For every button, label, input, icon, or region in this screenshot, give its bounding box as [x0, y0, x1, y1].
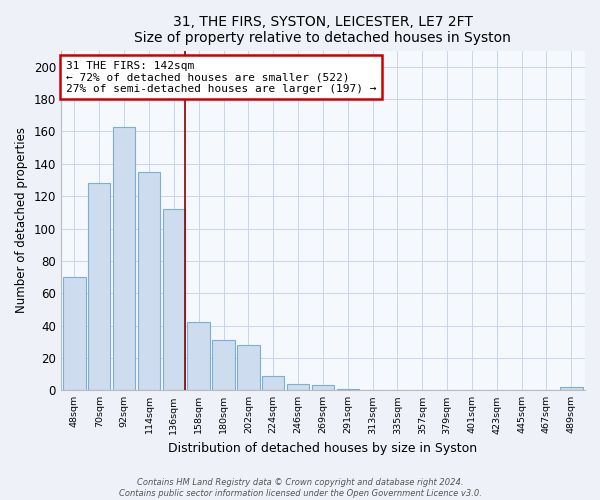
Bar [163, 209, 185, 390]
X-axis label: Distribution of detached houses by size in Syston: Distribution of detached houses by size … [169, 442, 478, 455]
Bar [312, 386, 334, 390]
Text: 31 THE FIRS: 142sqm
← 72% of detached houses are smaller (522)
27% of semi-detac: 31 THE FIRS: 142sqm ← 72% of detached ho… [66, 60, 377, 94]
Text: Contains HM Land Registry data © Crown copyright and database right 2024.
Contai: Contains HM Land Registry data © Crown c… [119, 478, 481, 498]
Bar [63, 277, 86, 390]
Bar [138, 172, 160, 390]
Bar [212, 340, 235, 390]
Bar [187, 322, 210, 390]
Bar [560, 387, 583, 390]
Bar [262, 376, 284, 390]
Y-axis label: Number of detached properties: Number of detached properties [15, 128, 28, 314]
Bar [337, 388, 359, 390]
Bar [237, 345, 260, 391]
Bar [287, 384, 309, 390]
Bar [113, 126, 136, 390]
Bar [88, 183, 110, 390]
Title: 31, THE FIRS, SYSTON, LEICESTER, LE7 2FT
Size of property relative to detached h: 31, THE FIRS, SYSTON, LEICESTER, LE7 2FT… [134, 15, 511, 45]
